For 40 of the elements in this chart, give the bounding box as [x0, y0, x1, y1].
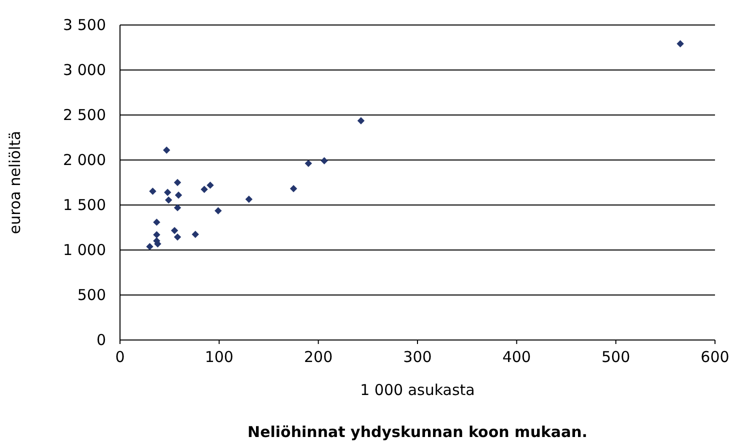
point [174, 233, 182, 241]
point [320, 157, 328, 164]
point [174, 192, 182, 199]
point [304, 160, 312, 168]
point [163, 146, 170, 154]
x-tick-label: 200 [304, 348, 333, 366]
x-tick-label: 100 [204, 348, 234, 366]
y-tick-label: 3 000 [63, 61, 106, 79]
point [206, 182, 214, 189]
point [200, 186, 208, 193]
point [357, 117, 365, 124]
point [192, 230, 199, 238]
y-tick-label: 3 500 [63, 16, 106, 34]
y-axis-title: euroa neliöltä [6, 130, 24, 234]
y-tick-label: 500 [77, 286, 106, 304]
point [164, 188, 172, 196]
point [245, 196, 253, 203]
text: Neliöhinnat yhdyskunnan koon mukaan. [248, 423, 588, 441]
point [153, 218, 160, 226]
point [164, 196, 172, 204]
point [290, 185, 298, 192]
point [149, 188, 156, 195]
point [676, 40, 684, 48]
y-tick-label: 2 000 [63, 151, 106, 169]
point [170, 226, 178, 234]
y-tick-label: 1 500 [63, 196, 106, 214]
y-tick-label: 2 500 [63, 106, 106, 124]
point [174, 204, 182, 212]
point [174, 178, 182, 186]
y-tick-label: 1 000 [63, 241, 106, 259]
x-tick-label: 300 [403, 348, 432, 366]
x-axis-title: 1 000 asukasta [360, 381, 475, 399]
x-tick-label: 400 [502, 348, 531, 366]
point [146, 242, 154, 250]
y-tick-label: 0 [96, 331, 106, 349]
x-tick-label: 500 [602, 348, 630, 366]
x-tick-label: 0 [115, 348, 125, 366]
point [153, 231, 160, 238]
point [214, 207, 222, 214]
x-tick-label: 600 [700, 348, 730, 366]
